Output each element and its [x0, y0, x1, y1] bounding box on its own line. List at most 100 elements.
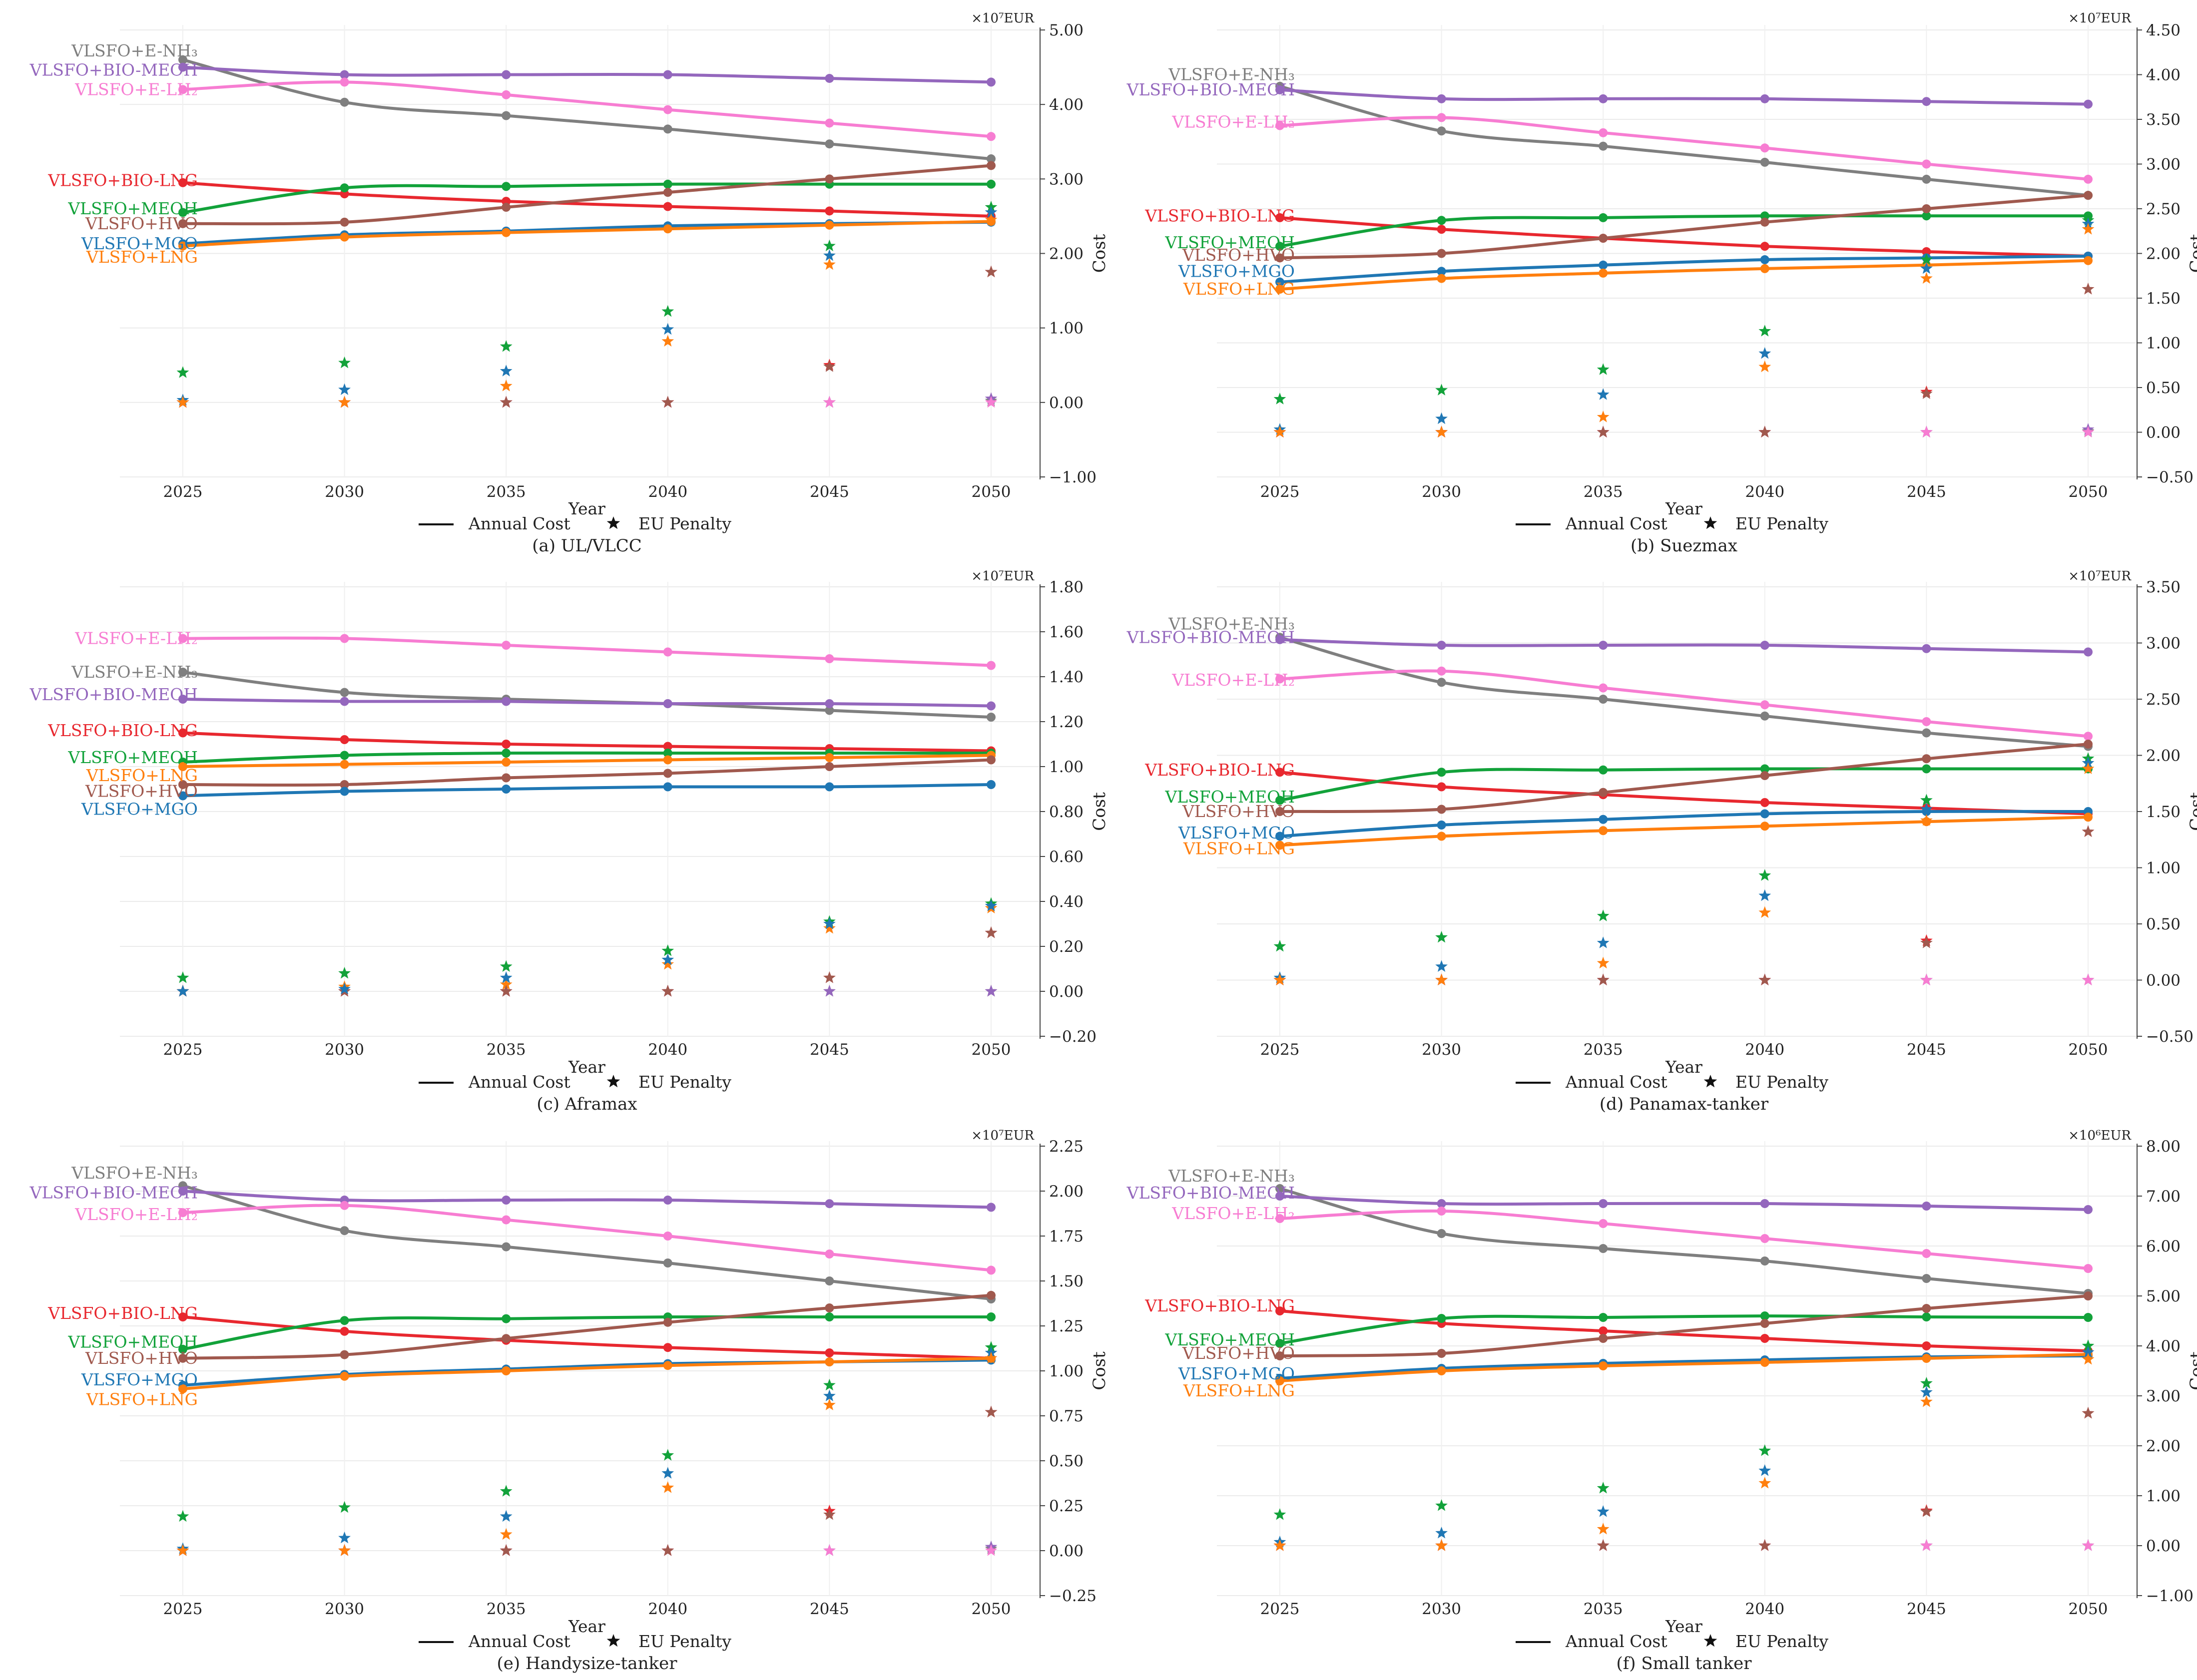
eu-penalty-star: [1758, 325, 1771, 337]
annual-cost-point: [502, 1196, 511, 1205]
x-tick-label: 2050: [2069, 1600, 2108, 1618]
x-tick-label: 2025: [1260, 483, 1300, 501]
y-tick-label: 1.00: [1049, 320, 1084, 338]
series-label: VLSFO+BIO-LNG: [47, 170, 198, 190]
legend: Annual Cost EU Penalty: [419, 1632, 731, 1651]
annual-cost-point: [1275, 768, 1284, 777]
annual-cost-point: [663, 188, 672, 197]
annual-cost-point: [663, 755, 672, 765]
x-tick-label: 2045: [810, 1041, 849, 1059]
annual-cost-point: [987, 1203, 996, 1212]
annual-cost-point: [2084, 647, 2093, 657]
y-tick-label: 7.00: [2146, 1188, 2181, 1206]
eu-penalty-star: [500, 978, 513, 990]
annual-cost-point: [1760, 255, 1769, 265]
annual-cost-point: [178, 85, 187, 94]
annual-cost-point: [825, 1276, 834, 1285]
eu-penalty-star: [176, 396, 189, 408]
annual-cost-point: [502, 228, 511, 237]
eu-penalty-star: [1758, 973, 1771, 985]
annual-cost-point: [340, 1350, 349, 1359]
annual-cost-point: [1437, 126, 1446, 136]
y-tick-label: 1.00: [1049, 758, 1084, 776]
series-line: [182, 751, 991, 764]
eu-penalty-star: [338, 1544, 351, 1556]
annual-cost-point: [1760, 1257, 1769, 1265]
eu-penalty-star: [1920, 814, 1933, 826]
y-tick-label: 0.40: [1049, 893, 1084, 911]
annual-cost-point: [1760, 217, 1769, 227]
y-tick-label: 0.00: [2146, 1537, 2181, 1555]
eu-penalty-star: [661, 305, 674, 317]
annual-cost-point: [1760, 764, 1769, 774]
eu-penalty-star: [661, 323, 674, 335]
annual-cost-point: [340, 232, 349, 242]
series-label: VLSFO+MEOH: [67, 748, 198, 767]
y-tick-label: 5.00: [1049, 21, 1084, 39]
annual-cost-point: [1437, 1349, 1446, 1358]
eu-penalty-star: [823, 1389, 836, 1401]
annual-cost-point: [1599, 641, 1608, 650]
annual-cost-point: [1275, 807, 1284, 816]
eu-penalty-star: [1273, 1508, 1286, 1520]
x-tick-label: 2035: [1584, 1600, 1623, 1618]
annual-cost-point: [825, 1199, 834, 1209]
series-label: VLSFO+MGO: [81, 800, 198, 819]
annual-cost-point: [825, 706, 834, 715]
series-label: VLSFO+BIO-LNG: [1144, 760, 1295, 780]
annual-cost-point: [1437, 782, 1446, 792]
series-label: VLSFO+LNG: [1183, 1381, 1295, 1400]
annual-cost-point: [663, 699, 672, 708]
eu-penalty-star: [823, 258, 836, 270]
annual-cost-point: [1437, 249, 1446, 258]
series-line: [182, 80, 992, 138]
y-tick-label: 8.00: [2146, 1138, 2181, 1156]
annual-cost-point: [825, 1348, 834, 1357]
eu-penalty-star: [661, 1467, 674, 1479]
series-line: [182, 783, 992, 798]
annual-cost-point: [825, 206, 834, 216]
annual-cost-point: [502, 111, 511, 120]
legend-annual-cost: Annual Cost: [468, 1632, 570, 1651]
eu-penalty-star: [661, 953, 674, 965]
eu-penalty-star: [1597, 1523, 1610, 1535]
y-tick-label: 1.50: [2146, 803, 2181, 821]
eu-penalty-star: [1758, 889, 1771, 901]
x-axis-title: Year: [1665, 1617, 1702, 1636]
series-label: VLSFO+E-NH₃: [1168, 1166, 1295, 1186]
y-tick-label: 0.00: [1049, 1542, 1084, 1560]
x-tick-label: 2040: [648, 483, 687, 501]
series-label: VLSFO+MEOH: [67, 199, 198, 218]
eu-penalty-star: [985, 206, 998, 218]
chart-panel-6: −1.00 0.00 1.00 2.00 3.00 4.00 5.00 6.00 7.00 8.0…: [1126, 1128, 2197, 1674]
x-tick-label: 2050: [972, 1041, 1011, 1059]
annual-cost-point: [340, 70, 349, 79]
chart-panel-2: −0.50 0.00 0.50 1.00 1.50 2.00 2.50 3.00 3.50 4.0…: [1126, 11, 2197, 556]
eu-penalty-star: [1920, 1505, 1933, 1517]
series-label: VLSFO+MGO: [1178, 1364, 1295, 1383]
x-tick-label: 2030: [325, 1600, 364, 1618]
annual-cost-point: [1275, 1184, 1284, 1193]
eu-penalty-star: [500, 1485, 513, 1497]
series-label: VLSFO+LNG: [86, 247, 198, 267]
y-tick-label: 1.00: [1049, 1362, 1084, 1380]
series-label: VLSFO+E-NH₃: [1168, 614, 1295, 633]
y-tick-label: 1.00: [2146, 335, 2181, 353]
annual-cost-point: [825, 753, 834, 762]
annual-cost-point: [987, 661, 996, 670]
eu-penalty-star: [500, 396, 513, 408]
annual-cost-point: [340, 1226, 349, 1236]
annual-cost-point: [502, 773, 511, 783]
annual-cost-point: [178, 1353, 187, 1363]
eu-penalty-star: [1435, 412, 1448, 424]
eu-penalty-star: [2082, 223, 2095, 235]
y-tick-label: 0.00: [2146, 972, 2181, 990]
annual-cost-point: [1922, 97, 1931, 106]
annual-cost-point: [340, 1316, 349, 1325]
eu-penalty-star: [500, 985, 513, 997]
x-tick-label: 2040: [1745, 1041, 1784, 1059]
eu-penalty-star: [1435, 1499, 1448, 1511]
series-label: VLSFO+MGO: [81, 1370, 198, 1389]
annual-cost-point: [1922, 174, 1931, 184]
annual-cost-point: [340, 1201, 349, 1210]
